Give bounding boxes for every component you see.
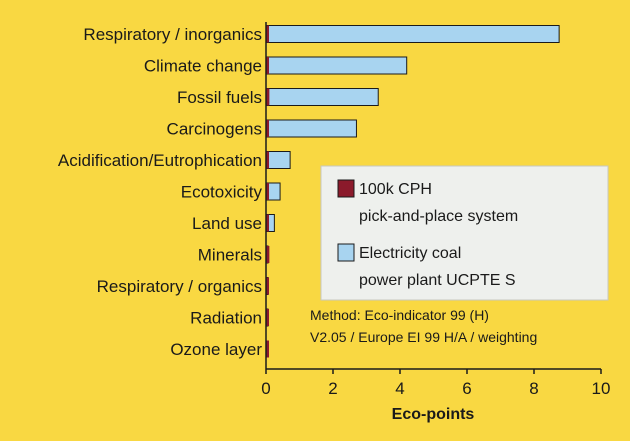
x-tick-label-6: 6 (462, 379, 471, 398)
category-label-climate-change: Climate change (144, 57, 262, 76)
bar-land-use-pick-and-place (266, 214, 269, 232)
x-tick-label-10: 10 (592, 379, 611, 398)
bar-ozone-layer-pick-and-place (266, 340, 269, 358)
bar-climate-change-electricity-coal (265, 56, 408, 75)
bar-ecotoxicity-pick-and-place (266, 183, 269, 200)
bar-respiratory-inorganics-pick-and-place (266, 25, 269, 43)
x-tick-label-4: 4 (395, 379, 404, 398)
bar-carcinogens-pick-and-place (266, 120, 269, 137)
method-note-line-1: Method: Eco-indicator 99 (H) (310, 307, 489, 323)
legend: 100k CPH pick-and-place system Electrici… (320, 165, 609, 301)
legend-label-series-1-line-1: 100k CPH (359, 181, 432, 198)
category-label-acidification-eutrophication: Acidification/Eutrophication (58, 151, 262, 170)
x-tick-label-0: 0 (261, 379, 270, 398)
bar-climate-change-pick-and-place (266, 57, 269, 74)
category-label-ecotoxicity: Ecotoxicity (181, 183, 263, 202)
category-label-land-use: Land use (192, 214, 262, 233)
legend-swatch-series-1 (337, 179, 355, 198)
category-label-radiation: Radiation (190, 309, 262, 328)
category-label-respiratory-inorganics: Respiratory / inorganics (83, 25, 262, 44)
legend-swatch-series-2 (337, 243, 355, 262)
bar-carcinogens-electricity-coal (265, 119, 357, 138)
legend-label-series-2-line-1: Electricity coal (359, 245, 461, 262)
bar-minerals-pick-and-place (266, 246, 270, 263)
bar-acidification-eutrophication-electricity-coal (265, 151, 291, 169)
bar-acidification-eutrophication-pick-and-place (266, 151, 269, 169)
legend-label-series-2-line-2: power plant UCPTE S (359, 272, 516, 289)
x-tick-label-8: 8 (529, 379, 538, 398)
bar-respiratory-organics-pick-and-place (266, 277, 269, 295)
category-label-fossil-fuels: Fossil fuels (177, 88, 262, 107)
bar-fossil-fuels-electricity-coal (265, 88, 379, 106)
x-axis-label: Eco-points (392, 406, 475, 423)
category-label-respiratory-organics: Respiratory / organics (97, 277, 262, 296)
legend-box (320, 165, 609, 301)
bars-group (265, 25, 560, 358)
x-tick-group: 0 2 4 6 8 10 (261, 369, 610, 398)
category-label-carcinogens: Carcinogens (167, 120, 262, 139)
category-label-minerals: Minerals (198, 246, 262, 265)
method-note-line-2: V2.05 / Europe EI 99 H/A / weighting (310, 329, 537, 345)
bar-radiation-pick-and-place (266, 309, 269, 326)
category-labels: Respiratory / inorganics Climate change Fo… (58, 25, 263, 359)
category-label-ozone-layer: Ozone layer (170, 340, 262, 359)
legend-label-series-1-line-2: pick-and-place system (359, 208, 518, 225)
bar-fossil-fuels-pick-and-place (266, 88, 270, 106)
bar-respiratory-inorganics-electricity-coal (265, 25, 560, 43)
x-tick-label-2: 2 (328, 379, 337, 398)
